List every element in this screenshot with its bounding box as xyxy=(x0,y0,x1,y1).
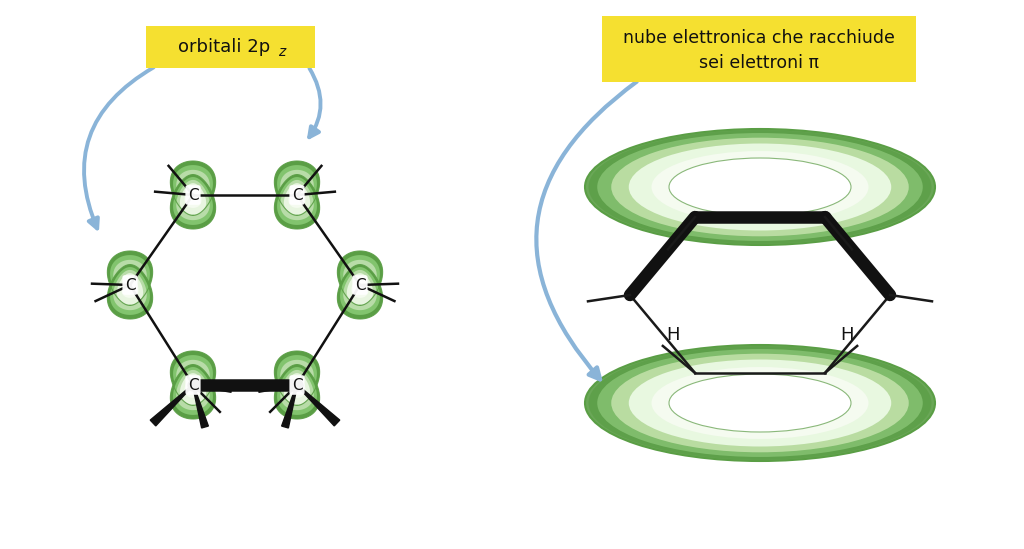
Polygon shape xyxy=(108,265,153,319)
Polygon shape xyxy=(278,165,316,213)
Polygon shape xyxy=(282,385,298,428)
Ellipse shape xyxy=(611,354,908,452)
Polygon shape xyxy=(117,273,143,305)
Polygon shape xyxy=(281,370,313,410)
Polygon shape xyxy=(351,277,369,298)
Polygon shape xyxy=(278,367,316,415)
Polygon shape xyxy=(274,175,319,229)
FancyArrowPatch shape xyxy=(84,68,154,228)
Polygon shape xyxy=(297,385,340,426)
Polygon shape xyxy=(114,260,146,300)
Text: H: H xyxy=(841,326,854,344)
Polygon shape xyxy=(180,373,206,405)
Polygon shape xyxy=(170,351,216,405)
Polygon shape xyxy=(274,365,319,419)
Polygon shape xyxy=(289,377,305,398)
Polygon shape xyxy=(173,367,213,415)
Text: sei elettroni π: sei elettroni π xyxy=(699,54,819,71)
Polygon shape xyxy=(289,187,305,208)
Polygon shape xyxy=(173,165,213,213)
Ellipse shape xyxy=(629,360,891,446)
Text: orbitali 2p: orbitali 2p xyxy=(178,38,270,56)
Polygon shape xyxy=(184,377,202,398)
Ellipse shape xyxy=(597,349,923,457)
Polygon shape xyxy=(184,372,202,393)
Text: z: z xyxy=(279,45,286,59)
Polygon shape xyxy=(284,373,310,405)
Polygon shape xyxy=(337,251,383,305)
Polygon shape xyxy=(108,251,153,305)
Polygon shape xyxy=(122,277,138,298)
Ellipse shape xyxy=(589,346,932,460)
Polygon shape xyxy=(176,360,210,400)
Polygon shape xyxy=(281,360,313,400)
Polygon shape xyxy=(114,270,146,310)
Ellipse shape xyxy=(651,367,868,439)
Polygon shape xyxy=(281,180,313,220)
FancyArrowPatch shape xyxy=(537,82,637,379)
Polygon shape xyxy=(151,385,194,426)
FancyBboxPatch shape xyxy=(602,16,916,82)
Ellipse shape xyxy=(611,138,908,236)
Polygon shape xyxy=(173,177,213,225)
FancyArrowPatch shape xyxy=(309,69,321,137)
Text: C: C xyxy=(292,188,302,203)
Polygon shape xyxy=(274,351,319,405)
Polygon shape xyxy=(184,182,202,203)
Polygon shape xyxy=(170,161,216,215)
Polygon shape xyxy=(289,182,305,203)
Polygon shape xyxy=(176,170,210,210)
Polygon shape xyxy=(343,260,377,300)
Polygon shape xyxy=(284,365,310,397)
Polygon shape xyxy=(289,372,305,393)
Polygon shape xyxy=(180,365,206,397)
Ellipse shape xyxy=(597,133,923,241)
Polygon shape xyxy=(284,183,310,215)
Polygon shape xyxy=(122,272,138,293)
Polygon shape xyxy=(278,177,316,225)
Ellipse shape xyxy=(669,158,851,216)
Polygon shape xyxy=(176,370,210,410)
Text: C: C xyxy=(187,188,199,203)
Polygon shape xyxy=(340,255,380,303)
Ellipse shape xyxy=(585,345,935,461)
Ellipse shape xyxy=(669,374,851,432)
Polygon shape xyxy=(274,161,319,215)
Polygon shape xyxy=(176,180,210,220)
Ellipse shape xyxy=(651,151,868,223)
Polygon shape xyxy=(281,170,313,210)
Polygon shape xyxy=(170,365,216,419)
Polygon shape xyxy=(278,355,316,403)
Polygon shape xyxy=(347,273,373,305)
Polygon shape xyxy=(347,265,373,297)
FancyBboxPatch shape xyxy=(146,26,315,68)
Polygon shape xyxy=(193,385,208,428)
Text: C: C xyxy=(125,277,135,293)
Ellipse shape xyxy=(585,129,935,245)
Ellipse shape xyxy=(589,130,932,244)
Polygon shape xyxy=(337,265,383,319)
Polygon shape xyxy=(173,355,213,403)
Polygon shape xyxy=(117,265,143,297)
Polygon shape xyxy=(170,175,216,229)
Text: C: C xyxy=(187,378,199,393)
Polygon shape xyxy=(110,255,150,303)
Polygon shape xyxy=(110,267,150,315)
Text: C: C xyxy=(292,378,302,393)
Text: nube elettronica che racchiude: nube elettronica che racchiude xyxy=(623,29,895,47)
Polygon shape xyxy=(184,187,202,208)
Ellipse shape xyxy=(629,143,891,231)
Polygon shape xyxy=(180,175,206,207)
Polygon shape xyxy=(180,183,206,215)
Polygon shape xyxy=(284,175,310,207)
Text: H: H xyxy=(667,326,680,344)
Polygon shape xyxy=(351,272,369,293)
Polygon shape xyxy=(343,270,377,310)
Polygon shape xyxy=(340,267,380,315)
Text: C: C xyxy=(354,277,366,293)
